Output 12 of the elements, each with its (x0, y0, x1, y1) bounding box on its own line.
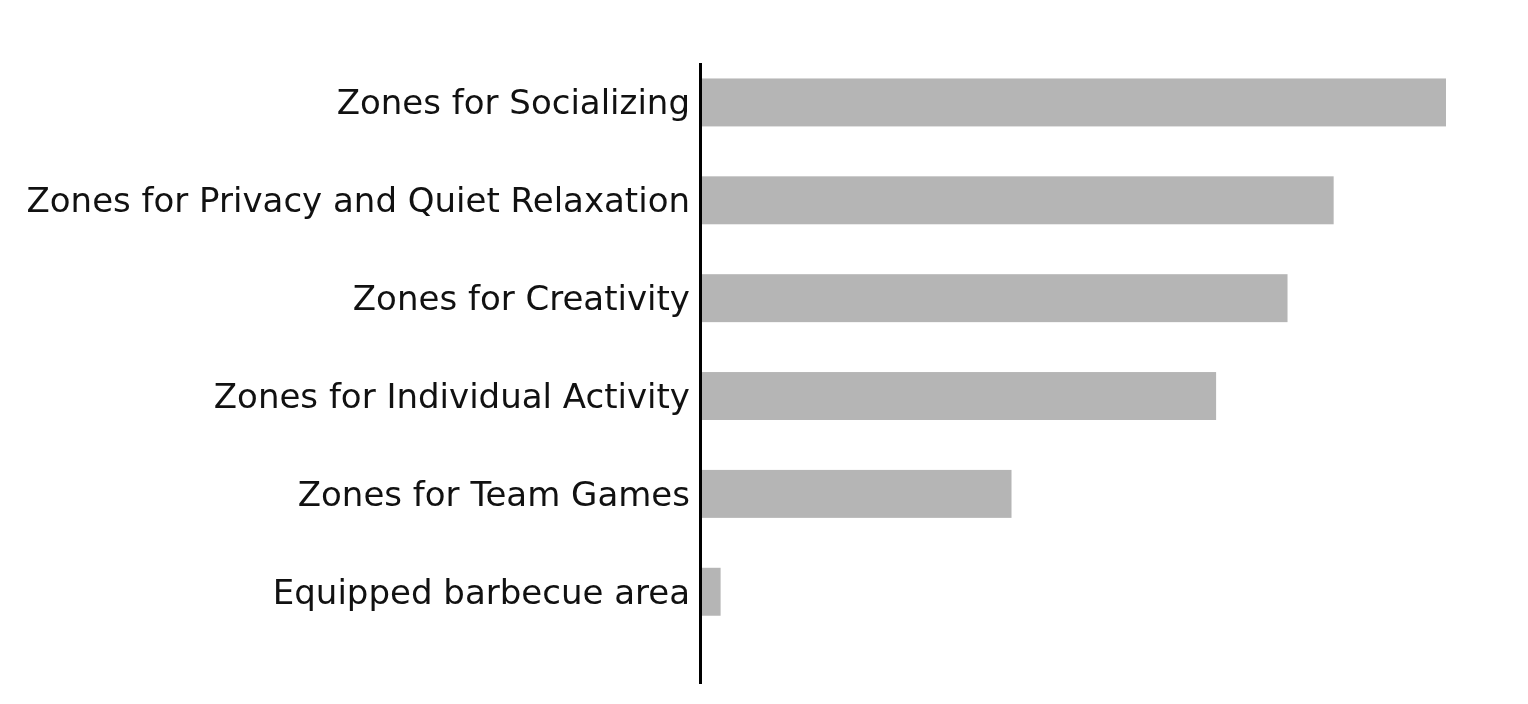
bar (702, 567, 721, 616)
y-tick-label: Zones for Creativity (352, 278, 690, 319)
bar (702, 274, 1288, 323)
bar (702, 372, 1217, 421)
bar (702, 469, 1012, 518)
y-tick-label: Zones for Team Games (297, 473, 690, 514)
y-tick-label: Zones for Privacy and Quiet Relaxation (26, 180, 690, 221)
y-tick-label: Equipped barbecue area (272, 571, 690, 612)
y-tick-label: Zones for Individual Activity (213, 375, 690, 416)
y-tick-label: Zones for Socializing (336, 82, 690, 123)
bar (702, 78, 1446, 127)
bar (702, 176, 1334, 225)
